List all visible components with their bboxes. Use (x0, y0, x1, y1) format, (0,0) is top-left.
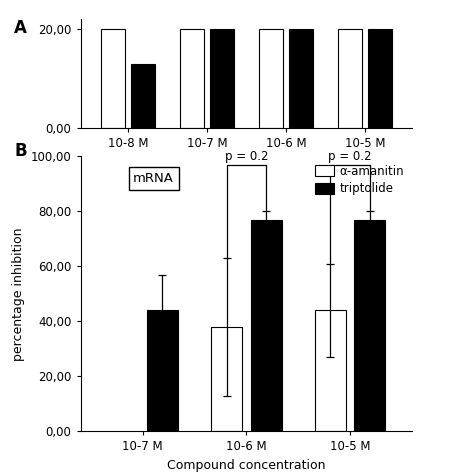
Y-axis label: percentage inhibition: percentage inhibition (12, 227, 25, 361)
Bar (368, 29, 392, 128)
Text: mRNA: mRNA (133, 172, 174, 185)
Bar (147, 310, 178, 431)
Legend: α-amanitin, triptolide: α-amanitin, triptolide (312, 162, 407, 198)
Text: A: A (14, 19, 27, 37)
Text: p = 0.2: p = 0.2 (328, 150, 372, 163)
Bar (289, 29, 313, 128)
Bar (211, 327, 242, 431)
Bar (259, 29, 283, 128)
Bar (251, 219, 282, 431)
X-axis label: Compound concentration: Compound concentration (167, 155, 326, 169)
Bar (180, 29, 204, 128)
Bar (210, 29, 234, 128)
Bar (338, 29, 362, 128)
Text: B: B (14, 142, 27, 160)
Bar (354, 219, 385, 431)
Bar (315, 310, 346, 431)
Bar (101, 29, 125, 128)
X-axis label: Compound concentration: Compound concentration (167, 459, 326, 472)
Bar (131, 64, 155, 128)
Text: p = 0.2: p = 0.2 (225, 150, 268, 163)
